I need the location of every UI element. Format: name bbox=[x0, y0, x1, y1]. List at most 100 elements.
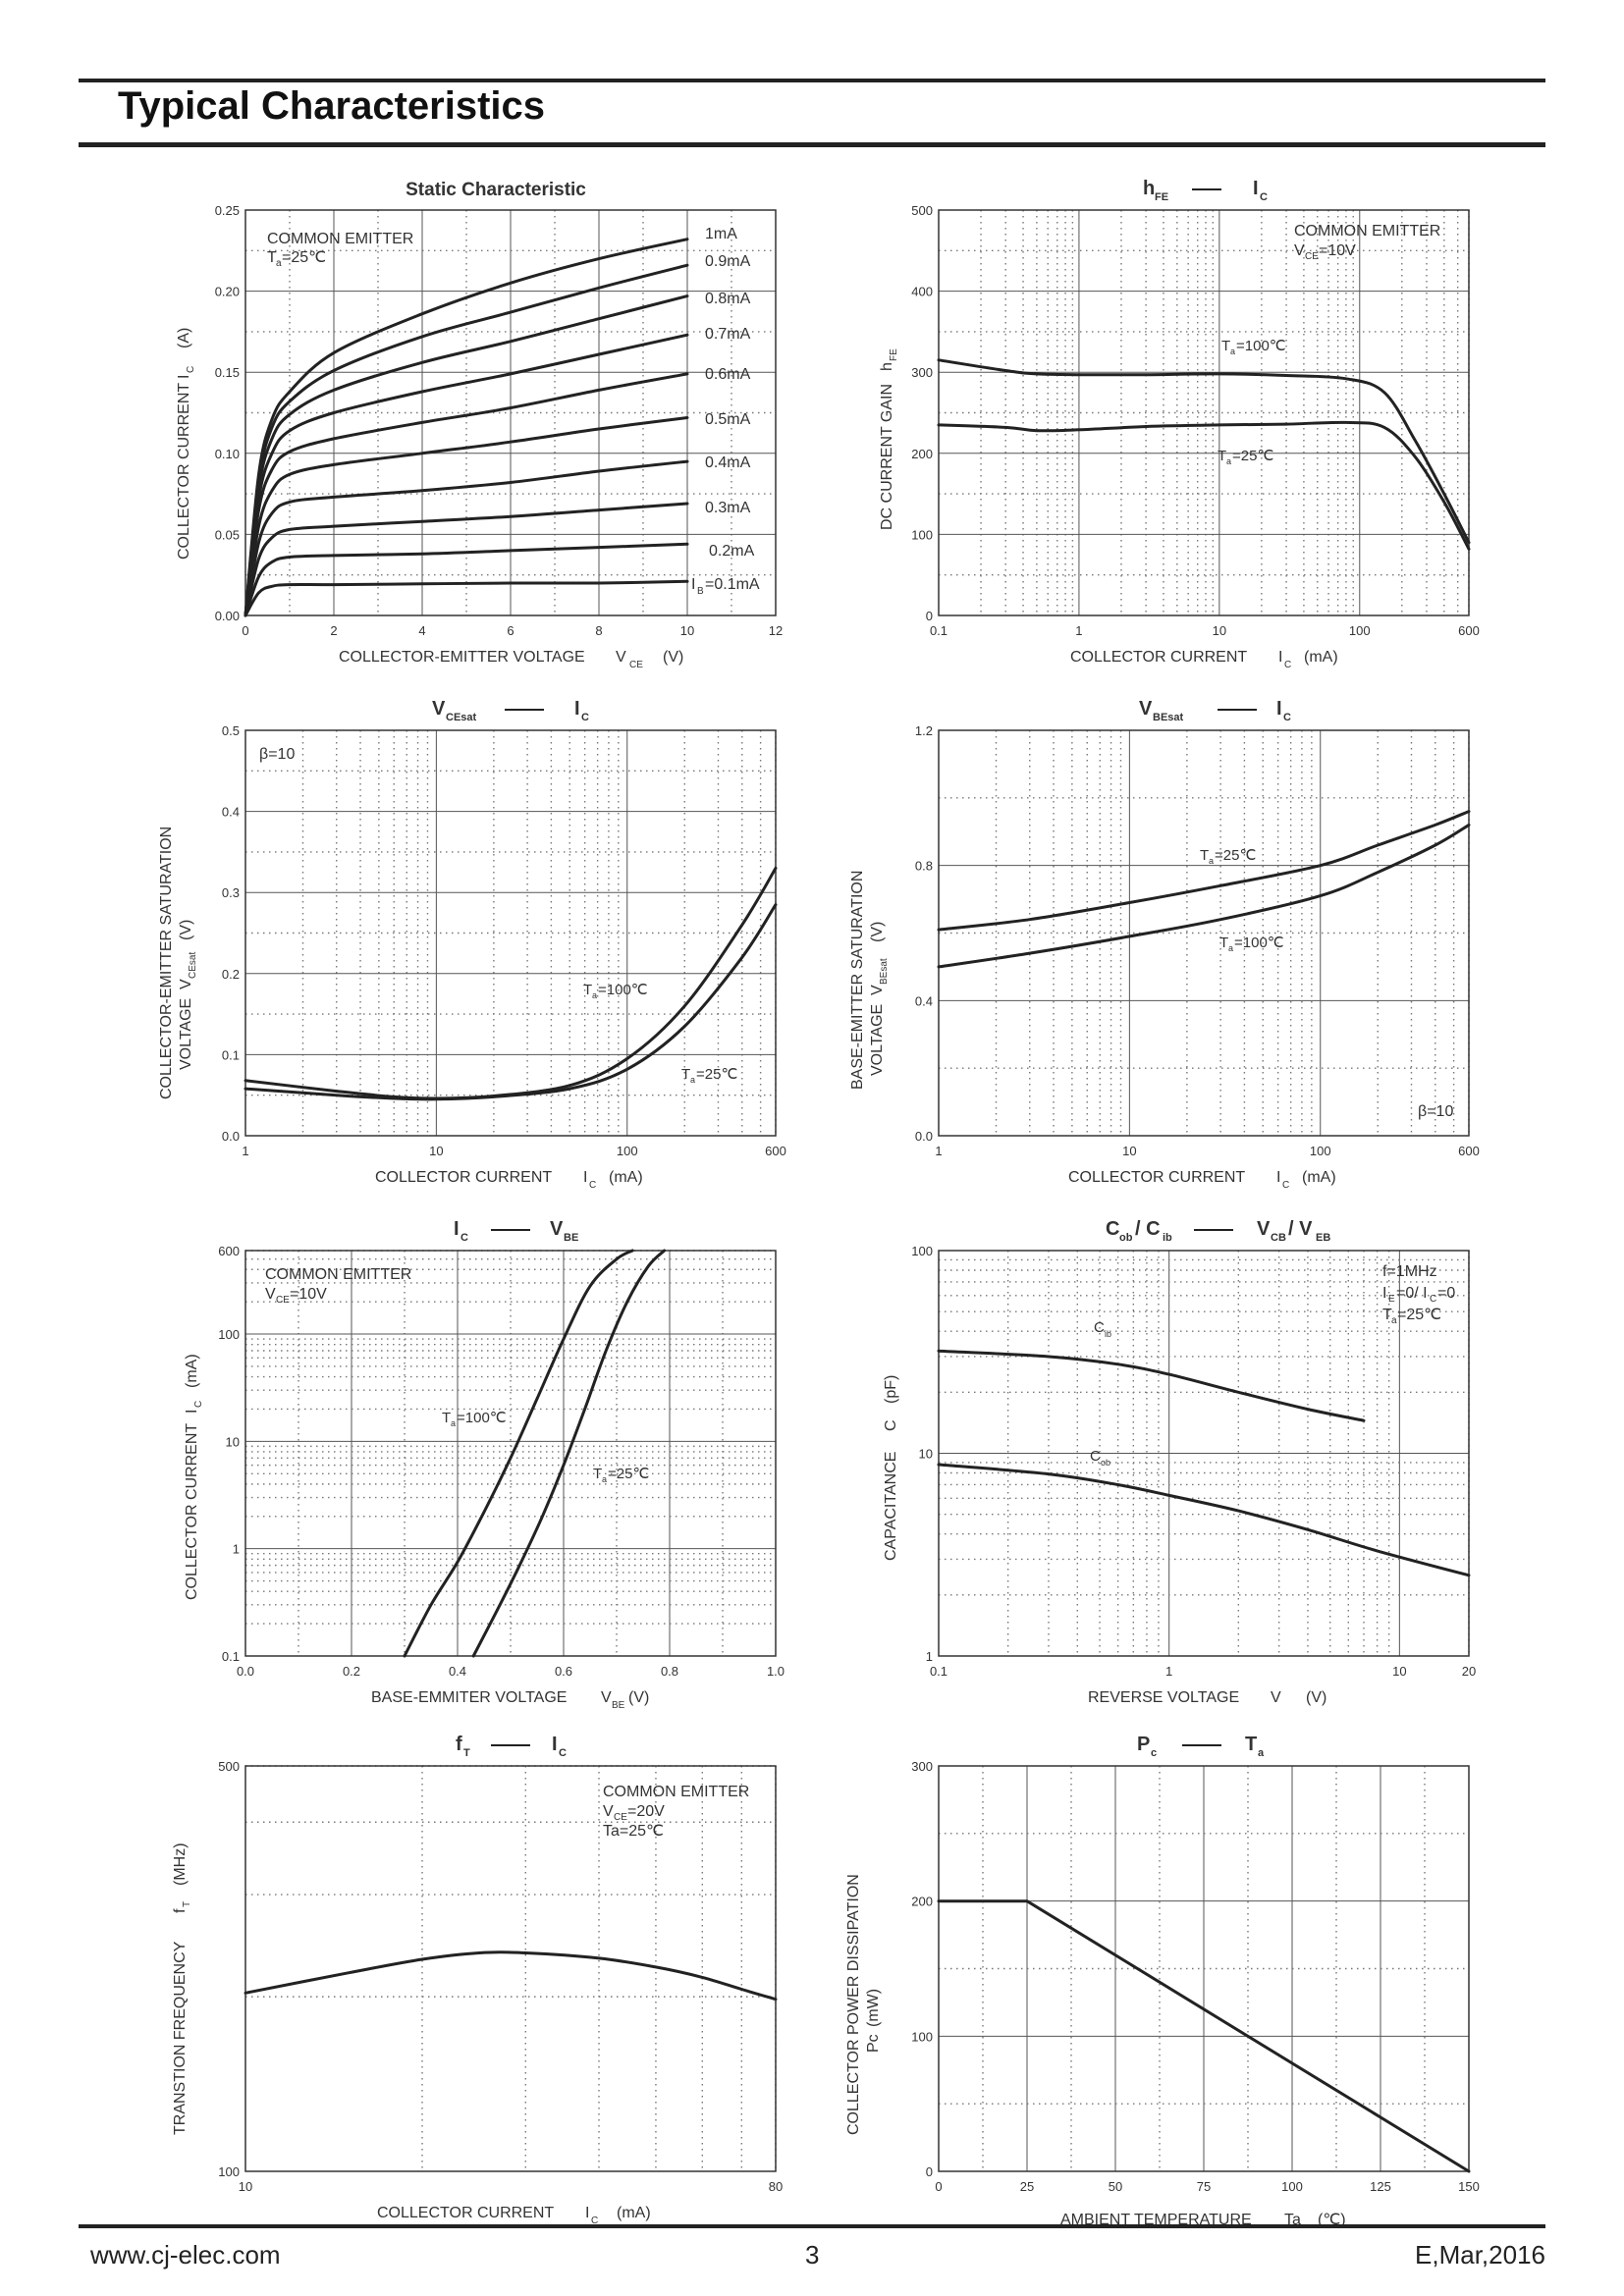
y-tick-label: 0.25 bbox=[215, 203, 240, 218]
y-tick-labels: 0.1 1 10 100 600 bbox=[218, 1244, 240, 1664]
svg-text:B: B bbox=[697, 586, 704, 597]
x-tick-label: 100 bbox=[617, 1144, 638, 1158]
x-tick-labels: 0.0 0.2 0.4 0.6 0.8 1.0 bbox=[237, 1664, 785, 1679]
svg-text:COLLECTOR CURRENT: COLLECTOR CURRENT bbox=[184, 1423, 200, 1600]
grid bbox=[939, 1766, 1469, 2171]
svg-text:CB: CB bbox=[1271, 1232, 1286, 1244]
series-line-ta-100- bbox=[937, 823, 1471, 969]
chart-plot: 10 80 100 500 bbox=[218, 1759, 783, 2194]
grid bbox=[245, 1250, 776, 1657]
y-tick-label: 0.8 bbox=[915, 859, 933, 874]
plot-area bbox=[245, 1251, 776, 1656]
series-line-ta-25- bbox=[244, 903, 778, 1101]
svg-text:C: C bbox=[883, 1419, 899, 1431]
svg-text:FE: FE bbox=[1155, 191, 1168, 203]
svg-text:V: V bbox=[432, 698, 446, 720]
svg-text:ib: ib bbox=[1105, 1329, 1111, 1339]
svg-text:I: I bbox=[1276, 698, 1282, 720]
svg-text:FE: FE bbox=[889, 348, 899, 361]
series-line-cib bbox=[937, 1349, 1366, 1422]
x-tick-label: 6 bbox=[507, 623, 514, 638]
x-tick-label: 0.2 bbox=[343, 1664, 360, 1679]
svg-text:V: V bbox=[1271, 1689, 1281, 1706]
svg-text:T: T bbox=[442, 1410, 451, 1426]
y-tick-label: 100 bbox=[218, 1327, 240, 1342]
svg-text:C: C bbox=[186, 366, 196, 373]
series-label-0.2ma: 0.2mA bbox=[709, 543, 755, 560]
svg-text:=25℃: =25℃ bbox=[1215, 847, 1256, 864]
y-tick-label: 0 bbox=[926, 2164, 933, 2179]
y-tick-label: 100 bbox=[911, 1244, 933, 1258]
x-tick-label: 10 bbox=[680, 623, 694, 638]
y-tick-label: 200 bbox=[911, 1895, 933, 1909]
svg-text:f: f bbox=[172, 1908, 189, 1913]
series-group bbox=[937, 1349, 1471, 1577]
series-line-ib-0.1ma bbox=[244, 579, 689, 617]
x-tick-labels: 1 10 100 600 bbox=[935, 1144, 1479, 1158]
annotation: β=10 bbox=[1418, 1103, 1453, 1120]
svg-text:TRANSTION FREQUENCY: TRANSTION FREQUENCY bbox=[172, 1941, 189, 2135]
x-tick-label: 0 bbox=[242, 623, 248, 638]
chart-plot: 0 25 50 75 100 125 150 0 100 200 300 bbox=[911, 1759, 1480, 2194]
svg-text:(℃): (℃) bbox=[1318, 2212, 1346, 2228]
x-tick-label: 150 bbox=[1458, 2179, 1480, 2194]
svg-text:V: V bbox=[550, 1218, 564, 1240]
y-tick-label: 0.4 bbox=[222, 805, 240, 820]
svg-text:C: C bbox=[559, 1747, 567, 1759]
x-tick-label: 8 bbox=[595, 623, 602, 638]
svg-text:a: a bbox=[1226, 456, 1231, 466]
footer-rule bbox=[79, 2224, 1545, 2228]
svg-text:VOLTAGE: VOLTAGE bbox=[869, 1004, 886, 1076]
svg-text:T: T bbox=[593, 1466, 602, 1482]
svg-text:/ C: / C bbox=[1135, 1218, 1161, 1240]
series-line-ta-100- bbox=[937, 358, 1471, 545]
x-tick-labels: 0 2 4 6 8 10 12 bbox=[242, 623, 783, 638]
series-line-0.3ma bbox=[244, 502, 689, 617]
y-tick-label: 500 bbox=[911, 203, 933, 218]
svg-text:BE: BE bbox=[564, 1232, 578, 1244]
svg-text:T: T bbox=[1219, 934, 1228, 951]
svg-text:I: I bbox=[184, 1410, 200, 1414]
y-tick-label: 400 bbox=[911, 285, 933, 299]
grid bbox=[245, 210, 776, 615]
svg-text:=25℃: =25℃ bbox=[696, 1066, 737, 1083]
svg-text:=0/ I: =0/ I bbox=[1396, 1285, 1428, 1302]
svg-text:V: V bbox=[1294, 242, 1305, 259]
svg-text:COLLECTOR CURRENT: COLLECTOR CURRENT bbox=[377, 2205, 554, 2221]
chart-plot: 0.1 1 10 100 600 0 100 200 300 400 500 bbox=[911, 203, 1480, 638]
svg-text:a: a bbox=[451, 1418, 456, 1428]
y-tick-label: 100 bbox=[911, 527, 933, 542]
y-axis-label: DC CURRENT GAIN hFE bbox=[879, 348, 899, 530]
svg-text:C: C bbox=[460, 1232, 468, 1244]
x-tick-label: 25 bbox=[1020, 2179, 1034, 2194]
svg-text:REVERSE VOLTAGE: REVERSE VOLTAGE bbox=[1088, 1689, 1239, 1706]
x-tick-label: 600 bbox=[765, 1144, 786, 1158]
svg-text:a: a bbox=[592, 990, 597, 1000]
y-tick-labels: 0 100 200 300 bbox=[911, 1759, 933, 2179]
y-axis-label: COLLECTOR CURRENT IC (A) bbox=[176, 328, 196, 560]
plot-frame bbox=[938, 1250, 1470, 1657]
plot-frame bbox=[938, 729, 1470, 1137]
svg-text:T: T bbox=[681, 1066, 690, 1083]
svg-text:C: C bbox=[1284, 660, 1291, 670]
x-tick-label: 20 bbox=[1462, 1664, 1476, 1679]
chart-plot: 1 10 100 600 0.0 0.1 0.2 0.3 0.4 0.5 bbox=[222, 723, 786, 1158]
svg-text:VOLTAGE: VOLTAGE bbox=[178, 998, 194, 1070]
svg-text:a: a bbox=[1230, 347, 1235, 356]
plot-frame bbox=[244, 209, 777, 616]
svg-text:Pc: Pc bbox=[865, 2034, 882, 2053]
series-label-0.5ma: 0.5mA bbox=[705, 411, 751, 428]
y-tick-label: 600 bbox=[218, 1244, 240, 1258]
svg-text:=100℃: =100℃ bbox=[457, 1410, 507, 1426]
svg-text:a: a bbox=[1228, 943, 1233, 953]
